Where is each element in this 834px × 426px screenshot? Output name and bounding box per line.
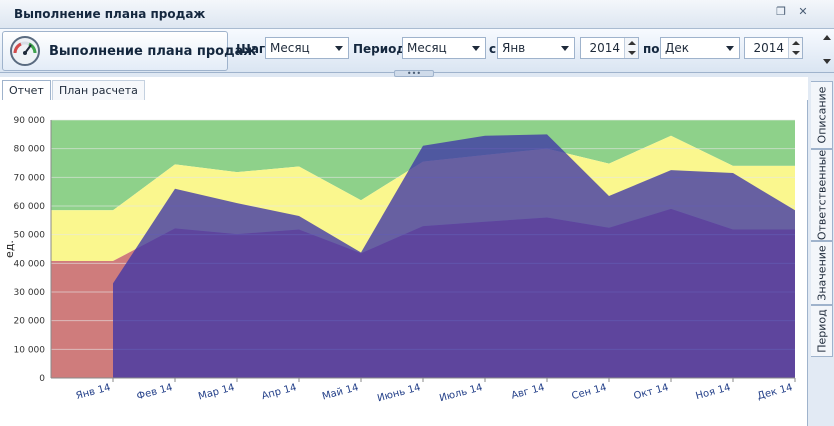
x-tick-label: Ноя 14: [695, 382, 732, 402]
to-month-select[interactable]: Дек: [660, 37, 740, 59]
side-tabs: Описание Ответственные Значение Период: [808, 77, 834, 426]
window-titlebar: Выполнение плана продаж ❐ ✕: [0, 0, 834, 29]
y-tick-label: 60 000: [14, 202, 46, 212]
scroll-down-icon[interactable]: [823, 59, 831, 64]
spin-down-icon[interactable]: [792, 51, 800, 55]
side-tab-period[interactable]: Период: [811, 305, 833, 357]
tab-calc-plan-label: План расчета: [59, 84, 138, 97]
to-month-value: Дек: [665, 41, 690, 55]
y-tick-label: 50 000: [14, 231, 46, 241]
spin-down-icon[interactable]: [628, 51, 636, 55]
tab-report[interactable]: Отчет: [2, 80, 51, 100]
y-tick-label: 80 000: [14, 145, 46, 155]
chevron-down-icon: [726, 46, 734, 51]
y-tick-label: 20 000: [14, 317, 46, 327]
side-tab-period-label: Период: [815, 309, 828, 353]
report-title: Выполнение плана продаж: [49, 44, 257, 59]
chevron-down-icon: [472, 46, 480, 51]
close-button[interactable]: ✕: [798, 5, 808, 18]
toolbar-scroll[interactable]: [820, 29, 834, 73]
x-tick-label: Янв 14: [75, 382, 112, 402]
y-tick-label: 90 000: [14, 116, 46, 126]
from-year-value: 2014: [589, 41, 620, 55]
spin-up-icon[interactable]: [792, 41, 800, 45]
x-tick-label: Мар 14: [197, 382, 236, 402]
gauge-icon: [10, 36, 40, 66]
side-tab-value-label: Значение: [815, 245, 828, 301]
x-tick-label: Окт 14: [633, 382, 670, 402]
side-tab-description[interactable]: Описание: [811, 81, 833, 149]
report-header: Выполнение плана продаж: [2, 31, 256, 71]
green-zone-area: [51, 120, 795, 211]
x-tick-label: Авг 14: [510, 382, 546, 401]
step-label: Шаг:: [236, 42, 270, 56]
side-tab-responsible[interactable]: Ответственные: [811, 149, 833, 241]
x-tick-label: Дек 14: [756, 382, 794, 402]
sales-plan-chart: 0 10 000 20 000 30 000 40 000 50 000 60 000 70 …: [3, 116, 796, 404]
report-panel: Отчет План расчета 0 10 000 20 000 30 000 40…: [0, 77, 808, 426]
scroll-up-icon[interactable]: [823, 35, 831, 40]
x-tick-label: Июль 14: [438, 382, 483, 404]
chevron-down-icon: [335, 46, 343, 51]
from-month-select[interactable]: Янв: [497, 37, 575, 59]
x-tick-label: Июнь 14: [376, 382, 422, 404]
x-tick-label: Сен 14: [571, 382, 608, 402]
x-tick-label: Апр 14: [261, 382, 298, 402]
collapse-grip-handle[interactable]: •••: [394, 70, 434, 78]
period-select-value: Месяц: [407, 41, 447, 55]
y-tick-label: 10 000: [14, 345, 46, 355]
tab-calc-plan[interactable]: План расчета: [52, 80, 145, 100]
to-year-spinner[interactable]: 2014: [744, 37, 803, 59]
from-label: с: [489, 42, 497, 56]
x-tick-label: Фев 14: [136, 382, 174, 402]
step-select[interactable]: Месяц: [265, 37, 349, 59]
x-tick-label: Май 14: [321, 382, 360, 402]
chevron-down-icon: [561, 46, 569, 51]
period-label: Период:: [353, 42, 411, 56]
y-tick-label: 70 000: [14, 173, 46, 183]
y-tick-label: 0: [39, 374, 45, 384]
from-month-value: Янв: [502, 41, 526, 55]
from-year-spinner[interactable]: 2014: [580, 37, 639, 59]
toolbar: Выполнение плана продаж Шаг: Месяц Перио…: [0, 29, 834, 73]
period-select[interactable]: Месяц: [402, 37, 486, 59]
side-tab-value[interactable]: Значение: [811, 241, 833, 305]
to-label: по: [643, 42, 660, 56]
report-tabs: Отчет План расчета: [0, 77, 808, 100]
y-tick-label: 40 000: [14, 259, 46, 269]
to-year-spin-buttons[interactable]: [788, 38, 802, 58]
spin-up-icon[interactable]: [628, 41, 636, 45]
tab-report-label: Отчет: [9, 84, 44, 97]
step-select-value: Месяц: [270, 41, 310, 55]
to-year-value: 2014: [753, 41, 784, 55]
from-year-spin-buttons[interactable]: [624, 38, 638, 58]
y-tick-label: 30 000: [14, 288, 46, 298]
restore-button[interactable]: ❐: [776, 5, 786, 18]
side-tab-description-label: Описание: [815, 86, 828, 144]
fact-series-area: [113, 134, 795, 378]
y-axis-label: ед.: [3, 240, 16, 258]
side-tab-responsible-label: Ответственные: [815, 149, 828, 241]
window-title: Выполнение плана продаж: [14, 7, 206, 21]
